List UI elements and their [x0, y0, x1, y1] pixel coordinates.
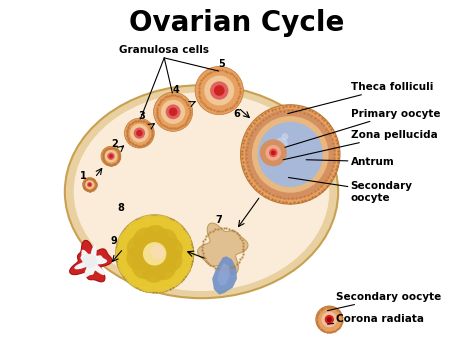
Text: 7: 7 [216, 215, 222, 225]
Circle shape [118, 228, 149, 259]
Circle shape [116, 215, 194, 293]
Circle shape [271, 151, 275, 155]
Ellipse shape [73, 92, 329, 291]
Circle shape [116, 238, 147, 269]
Circle shape [87, 182, 92, 187]
Circle shape [134, 261, 165, 292]
Ellipse shape [65, 85, 338, 298]
Circle shape [150, 245, 164, 259]
Circle shape [154, 92, 192, 131]
Circle shape [134, 127, 145, 139]
Text: Corona radiata: Corona radiata [328, 314, 424, 324]
Circle shape [127, 235, 152, 261]
Circle shape [257, 122, 323, 187]
Polygon shape [82, 254, 97, 268]
Polygon shape [212, 256, 237, 295]
Circle shape [124, 220, 155, 251]
Circle shape [204, 76, 234, 105]
Circle shape [316, 306, 343, 333]
Circle shape [269, 148, 277, 157]
Polygon shape [218, 263, 230, 286]
Circle shape [136, 130, 143, 136]
Text: 3: 3 [139, 111, 146, 121]
Circle shape [144, 261, 175, 292]
Text: 4: 4 [173, 85, 179, 95]
Polygon shape [74, 245, 107, 277]
Circle shape [132, 254, 157, 279]
Circle shape [214, 85, 225, 96]
Circle shape [88, 183, 91, 186]
Circle shape [282, 133, 289, 140]
Text: Granulosa cells: Granulosa cells [119, 45, 209, 55]
Circle shape [260, 139, 287, 166]
Circle shape [160, 248, 191, 280]
Circle shape [327, 317, 332, 322]
Text: Zona pellucida: Zona pellucida [283, 130, 438, 160]
Circle shape [141, 258, 166, 283]
Text: Antrum: Antrum [306, 157, 394, 166]
Circle shape [240, 105, 340, 204]
Circle shape [325, 315, 334, 324]
Polygon shape [198, 223, 248, 274]
Text: 5: 5 [219, 59, 226, 69]
Circle shape [153, 229, 177, 253]
Circle shape [275, 137, 288, 150]
Circle shape [143, 225, 168, 250]
Circle shape [265, 145, 281, 160]
Text: Primary oocyte: Primary oocyte [285, 109, 440, 147]
Circle shape [130, 124, 149, 142]
Circle shape [82, 178, 97, 192]
Circle shape [166, 104, 181, 119]
Circle shape [107, 152, 115, 160]
Text: Secondary
oocyte: Secondary oocyte [289, 178, 412, 202]
Text: 6: 6 [234, 109, 240, 119]
Circle shape [154, 220, 185, 251]
Circle shape [105, 150, 117, 162]
Circle shape [144, 215, 175, 247]
Text: 8: 8 [118, 203, 124, 213]
Circle shape [133, 228, 158, 252]
Circle shape [125, 118, 154, 148]
Circle shape [126, 246, 151, 271]
Circle shape [85, 180, 94, 189]
Circle shape [151, 255, 176, 280]
Circle shape [210, 81, 228, 100]
Circle shape [252, 116, 328, 193]
Circle shape [118, 248, 149, 280]
Circle shape [124, 257, 155, 288]
Text: Ovarian Cycle: Ovarian Cycle [129, 9, 345, 37]
Circle shape [134, 215, 165, 247]
Circle shape [161, 100, 185, 124]
Circle shape [169, 108, 177, 116]
Circle shape [157, 247, 182, 272]
Circle shape [163, 238, 194, 269]
Circle shape [154, 257, 185, 288]
Circle shape [321, 312, 337, 327]
Circle shape [245, 109, 336, 200]
Text: 1: 1 [80, 171, 87, 181]
Circle shape [160, 228, 191, 259]
Circle shape [158, 237, 183, 262]
Text: Secondary oocyte: Secondary oocyte [328, 292, 442, 311]
Circle shape [143, 242, 166, 266]
Circle shape [101, 146, 121, 166]
Text: 2: 2 [111, 140, 118, 149]
Text: 9: 9 [110, 236, 117, 246]
Polygon shape [70, 240, 112, 282]
Circle shape [195, 66, 243, 115]
Text: Theca folliculi: Theca folliculi [288, 82, 433, 114]
Circle shape [109, 154, 113, 158]
